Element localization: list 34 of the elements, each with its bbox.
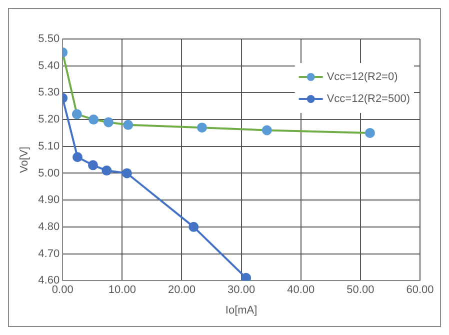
x-tick-label: 40.00 <box>287 284 315 296</box>
point <box>364 128 375 138</box>
x-tick-label: 20.00 <box>168 284 196 296</box>
point <box>241 272 252 281</box>
point <box>72 109 82 120</box>
y-tick-label: 4.80 <box>38 220 60 233</box>
x-tick-label: 60.00 <box>406 284 434 296</box>
y-tick-label: 5.30 <box>38 86 60 99</box>
y-tick-label: 4.60 <box>38 274 60 287</box>
point <box>72 152 82 162</box>
point <box>188 222 199 232</box>
y-tick-label: 5.50 <box>38 33 60 46</box>
y-tick-label: 4.90 <box>38 194 60 206</box>
y-tick-label: 5.00 <box>38 167 60 180</box>
x-tick-label: 0.00 <box>52 284 74 296</box>
point <box>102 166 112 176</box>
y-tick-label: 5.20 <box>38 114 60 126</box>
x-tick-label: 50.00 <box>346 284 374 296</box>
x-tick-label: 30.00 <box>228 284 256 296</box>
point <box>196 122 207 133</box>
y-axis-title: Vo[V] <box>18 146 31 173</box>
y-tick-label: 4.70 <box>38 248 60 260</box>
y-tick-label: 5.40 <box>38 60 60 72</box>
point <box>88 160 98 170</box>
y-tick-label: 5.10 <box>38 140 60 152</box>
point <box>88 114 99 125</box>
point <box>262 125 272 136</box>
point <box>103 117 114 128</box>
legend-label: Vcc=12(R2=0) <box>326 71 398 84</box>
x-tick-label: 10.00 <box>108 284 136 296</box>
point <box>122 168 132 178</box>
x-axis-title: Io[mA] <box>225 304 258 316</box>
legend-label: Vcc=12(R2=500) <box>326 93 410 106</box>
point <box>123 120 134 130</box>
